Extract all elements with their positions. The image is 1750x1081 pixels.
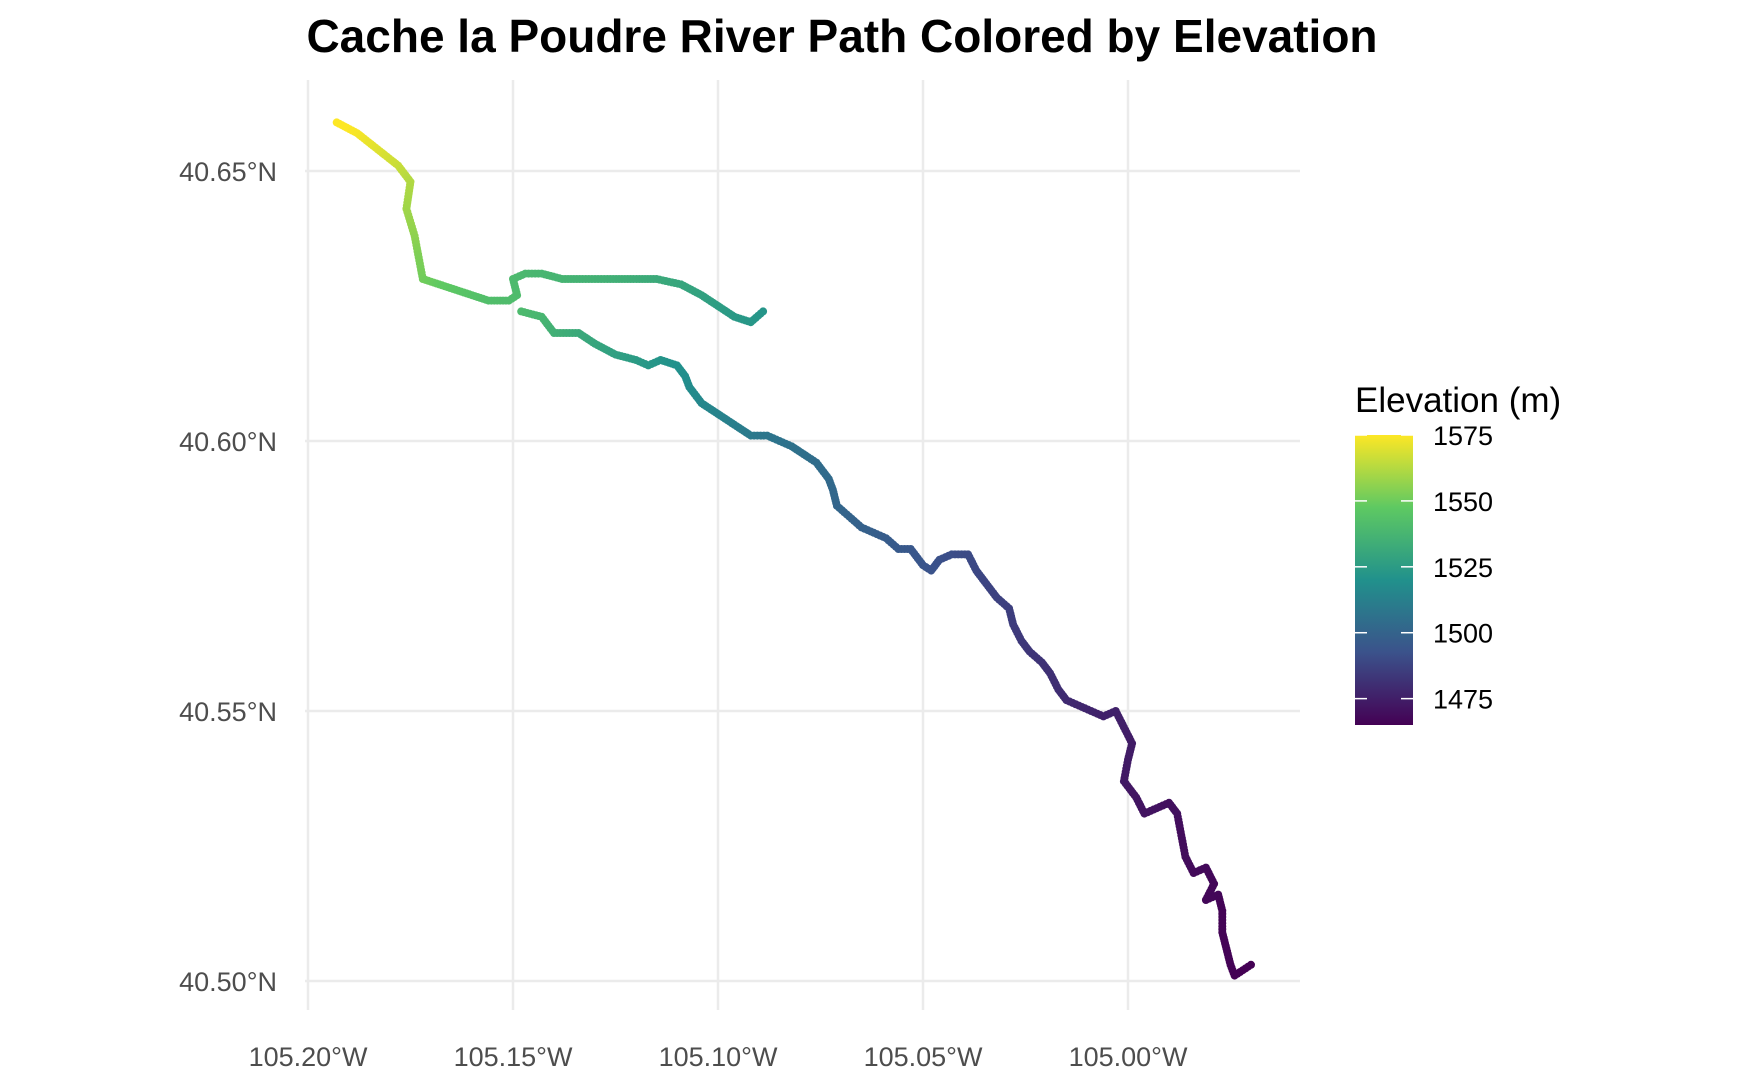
- legend-label: 1550: [1433, 487, 1493, 517]
- y-tick-label: 40.60°N: [179, 427, 277, 457]
- legend-label: 1500: [1433, 619, 1493, 649]
- x-tick-label: 105.05°W: [864, 1042, 983, 1072]
- legend-colorbar: [1355, 435, 1413, 725]
- x-tick-label: 105.20°W: [249, 1042, 368, 1072]
- legend-label: 1525: [1433, 553, 1493, 583]
- legend-ticks: 1575 1550 1525 1500 1475: [1355, 421, 1493, 715]
- x-tick-label: 105.10°W: [659, 1042, 778, 1072]
- legend: Elevation (m) 1575 1550 1525 1500 1475: [1355, 381, 1561, 725]
- chart-title: Cache la Poudre River Path Colored by El…: [306, 10, 1377, 62]
- y-tick-label: 40.65°N: [179, 157, 277, 187]
- points-layer: [332, 118, 1255, 980]
- axis-layer: 105.20°W 105.15°W 105.10°W 105.05°W 105.00°W…: [179, 157, 1188, 1072]
- x-tick-label: 105.00°W: [1069, 1042, 1188, 1072]
- legend-title: Elevation (m): [1355, 381, 1561, 420]
- legend-label: 1475: [1433, 685, 1493, 715]
- river-point: [1247, 960, 1255, 969]
- y-tick-label: 40.55°N: [179, 697, 277, 727]
- x-tick-label: 105.15°W: [454, 1042, 573, 1072]
- y-tick-label: 40.50°N: [179, 967, 277, 997]
- legend-label: 1575: [1433, 421, 1493, 451]
- river-point: [759, 307, 768, 316]
- grid-layer: [305, 80, 1300, 1010]
